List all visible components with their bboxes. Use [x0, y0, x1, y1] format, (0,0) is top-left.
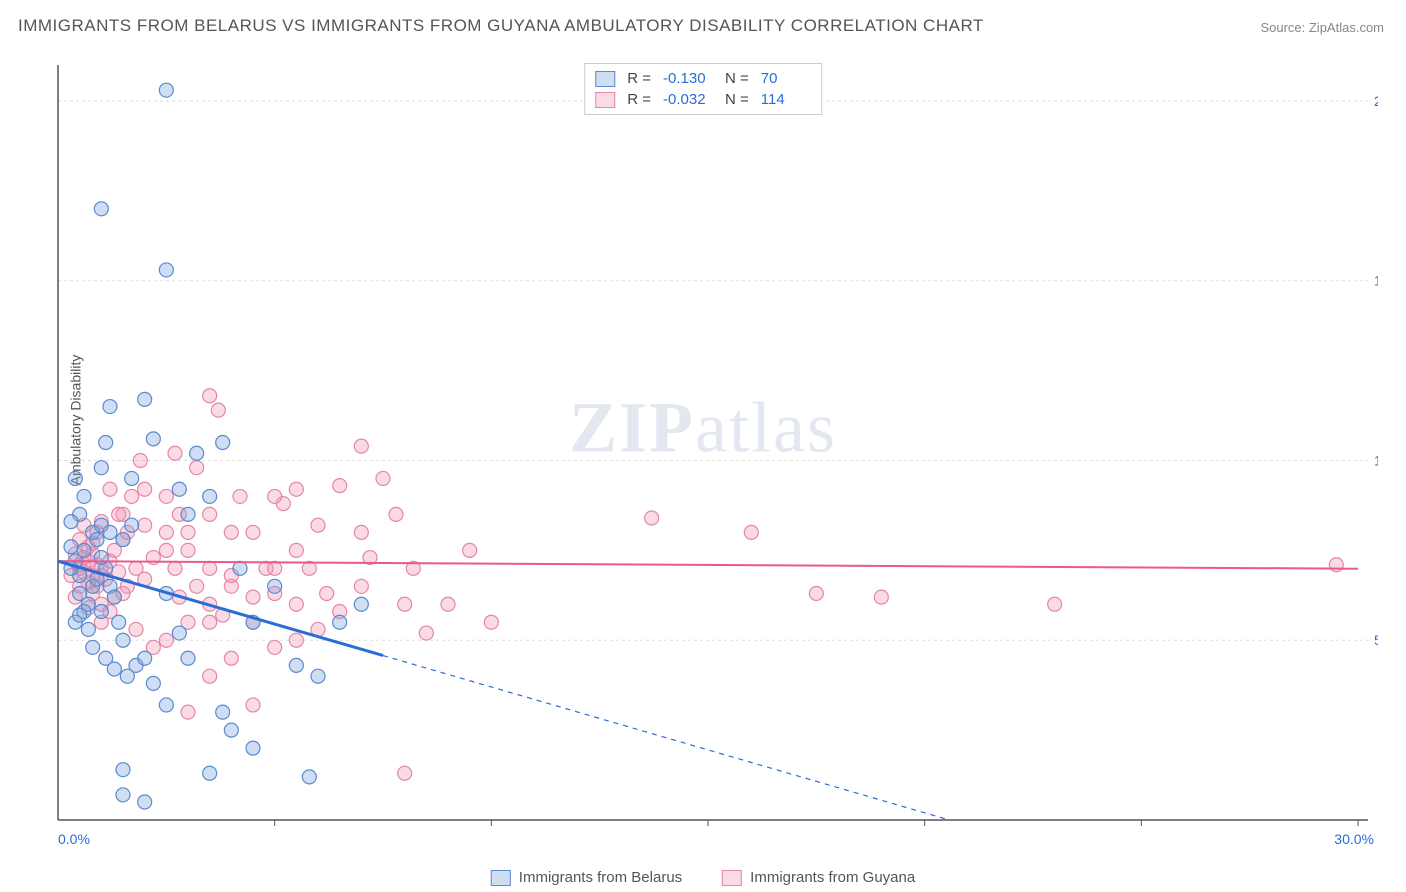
legend-label-series2: Immigrants from Guyana: [750, 869, 915, 886]
swatch-series1: [595, 71, 615, 87]
legend-label-series1: Immigrants from Belarus: [519, 869, 682, 886]
source-attribution: Source: ZipAtlas.com: [1260, 20, 1384, 35]
n-value-series2: 114: [761, 91, 811, 108]
r-value-series2: -0.032: [663, 91, 713, 108]
stats-row-series2: R = -0.032 N = 114: [595, 89, 811, 110]
svg-text:0.0%: 0.0%: [58, 831, 90, 847]
stats-legend-box: R = -0.130 N = 70 R = -0.032 N = 114: [584, 63, 822, 115]
chart-plot-area: 5.0% 10.0% 15.0% 20.0% 0.0% 30.0%: [48, 60, 1378, 850]
swatch-series1: [491, 870, 511, 886]
swatch-series2: [722, 870, 742, 886]
bottom-legend: Immigrants from Belarus Immigrants from …: [491, 869, 915, 886]
n-label: N =: [725, 70, 749, 87]
legend-item-series2: Immigrants from Guyana: [722, 869, 915, 886]
svg-text:30.0%: 30.0%: [1334, 831, 1374, 847]
n-value-series1: 70: [761, 70, 811, 87]
r-label: R =: [627, 91, 651, 108]
chart-title: IMMIGRANTS FROM BELARUS VS IMMIGRANTS FR…: [18, 16, 984, 36]
r-value-series1: -0.130: [663, 70, 713, 87]
n-label: N =: [725, 91, 749, 108]
legend-item-series1: Immigrants from Belarus: [491, 869, 682, 886]
svg-text:5.0%: 5.0%: [1374, 632, 1378, 648]
r-label: R =: [627, 70, 651, 87]
svg-text:15.0%: 15.0%: [1374, 273, 1378, 289]
svg-text:20.0%: 20.0%: [1374, 93, 1378, 109]
stats-row-series1: R = -0.130 N = 70: [595, 68, 811, 89]
swatch-series2: [595, 92, 615, 108]
chart-svg: 5.0% 10.0% 15.0% 20.0% 0.0% 30.0%: [48, 60, 1378, 850]
svg-text:10.0%: 10.0%: [1374, 452, 1378, 468]
